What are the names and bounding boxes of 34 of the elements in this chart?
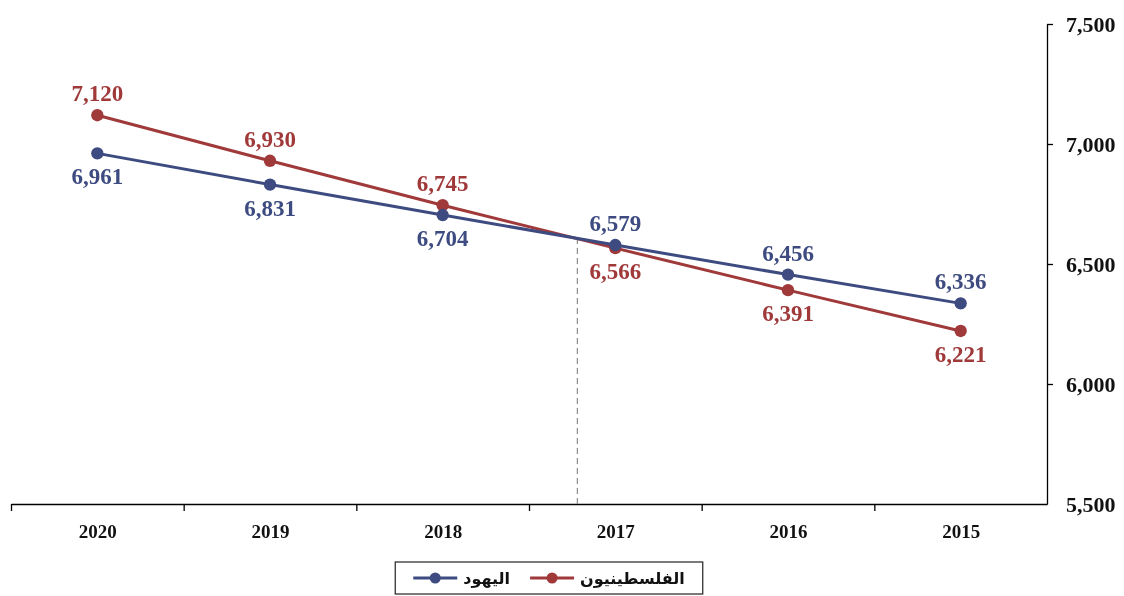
x-tick-label: 2016 [769, 521, 808, 543]
data-label: 6,336 [934, 269, 987, 295]
point [781, 268, 795, 281]
data-label: 6,745 [416, 171, 469, 197]
data-label: 6,961 [71, 164, 124, 190]
data-label: 6,221 [934, 341, 987, 367]
point [91, 109, 104, 122]
point [263, 178, 277, 191]
y-tick-label: 6,500 [1066, 251, 1116, 277]
x-tick-label: 2018 [424, 521, 463, 543]
y-tick-label: 5,500 [1066, 491, 1116, 517]
y-tick-label: 7,500 [1066, 11, 1116, 37]
x-tick-label: 2017 [596, 521, 636, 543]
data-label: 6,704 [416, 226, 470, 252]
y-tick-label: 6,000 [1066, 371, 1116, 397]
x-tick-label: 2020 [78, 521, 117, 543]
point [954, 324, 967, 338]
data-label: 6,391 [762, 301, 814, 327]
data-label: 6,579 [589, 211, 642, 237]
x-tick-label: 2015 [942, 521, 981, 543]
data-label: 6,566 [589, 259, 642, 285]
data-label: 6,456 [762, 240, 814, 266]
data-label: 7,120 [71, 81, 124, 107]
point [91, 147, 104, 160]
legend-label: الفلسطينيون [580, 569, 685, 588]
point [263, 154, 277, 167]
x-tick-label: 2019 [251, 521, 290, 543]
point [954, 297, 967, 310]
legend-label: اليهود [463, 569, 511, 588]
data-label: 6,831 [244, 195, 296, 221]
point [436, 208, 449, 222]
y-tick-label: 7,000 [1066, 131, 1116, 157]
data-label: 6,930 [244, 126, 296, 152]
point [781, 283, 795, 297]
